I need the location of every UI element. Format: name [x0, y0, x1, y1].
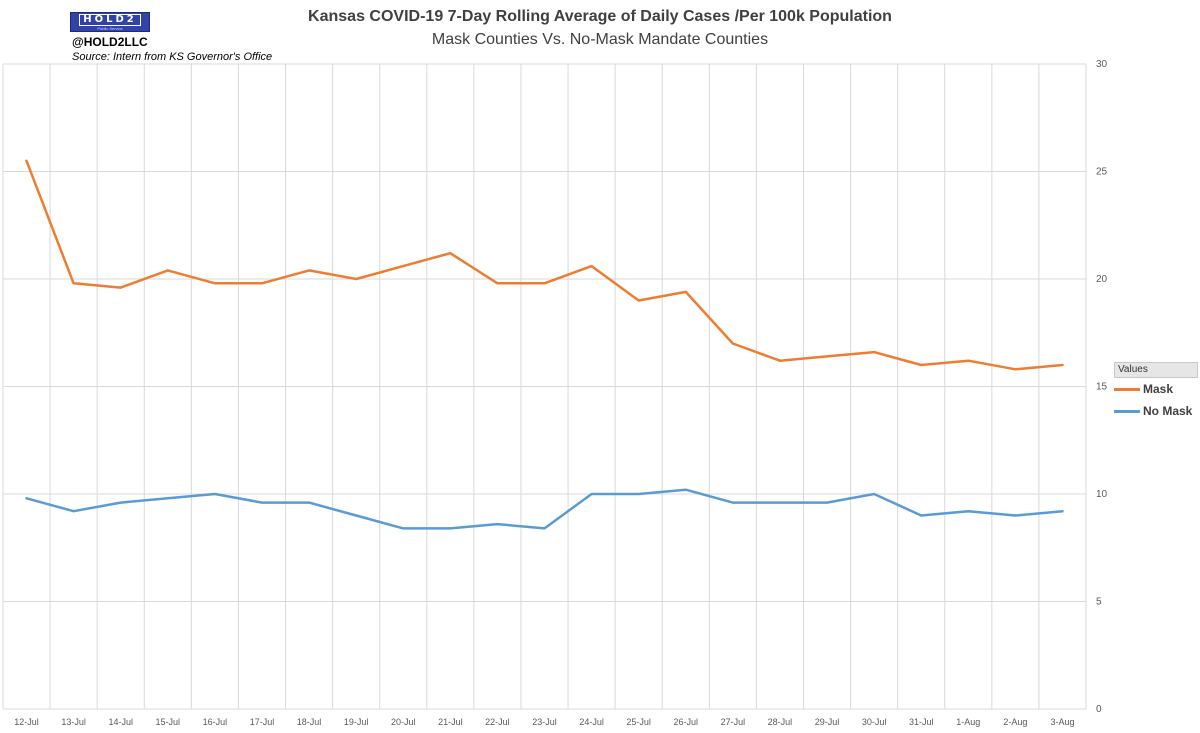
x-tick-label: 26-Jul — [674, 717, 699, 727]
legend-item-mask: Mask — [1114, 378, 1198, 400]
hold2-logo: HOLD2 Public Service — [70, 12, 150, 32]
x-tick-label: 31-Jul — [909, 717, 934, 727]
chart-title: Kansas COVID-19 7-Day Rolling Average of… — [308, 8, 892, 25]
author-handle: @HOLD2LLC — [72, 35, 148, 49]
x-tick-label: 14-Jul — [108, 717, 133, 727]
x-tick-label: 3-Aug — [1050, 717, 1074, 727]
x-tick-label: 2-Aug — [1003, 717, 1027, 727]
legend: Values Mask No Mask — [1114, 362, 1198, 422]
legend-item-no-mask: No Mask — [1114, 400, 1198, 422]
y-tick-label: 5 — [1096, 597, 1102, 608]
x-tick-label: 16-Jul — [203, 717, 228, 727]
x-tick-label: 1-Aug — [956, 717, 980, 727]
x-tick-label: 12-Jul — [14, 717, 39, 727]
y-tick-label: 30 — [1096, 59, 1108, 70]
legend-label: No Mask — [1143, 404, 1193, 418]
x-tick-label: 17-Jul — [250, 717, 275, 727]
y-tick-label: 0 — [1096, 704, 1102, 715]
x-tick-label: 29-Jul — [815, 717, 840, 727]
x-tick-label: 24-Jul — [579, 717, 604, 727]
legend-title: Values — [1114, 362, 1198, 378]
y-tick-label: 20 — [1096, 274, 1108, 285]
series-line-no-mask — [25, 488, 1064, 530]
x-tick-label: 25-Jul — [626, 717, 651, 727]
x-tick-label: 21-Jul — [438, 717, 463, 727]
x-tick-label: 22-Jul — [485, 717, 510, 727]
x-tick-label: 30-Jul — [862, 717, 887, 727]
x-tick-label: 15-Jul — [156, 717, 181, 727]
x-tick-label: 20-Jul — [391, 717, 416, 727]
legend-swatch — [1114, 409, 1140, 413]
series-line-mask — [25, 159, 1064, 371]
y-tick-label: 10 — [1096, 489, 1108, 500]
y-tick-label: 15 — [1096, 382, 1108, 393]
logo-subtext: Public Service — [97, 25, 123, 31]
y-tick-label: 25 — [1096, 167, 1108, 178]
x-tick-label: 28-Jul — [768, 717, 793, 727]
legend-swatch — [1114, 387, 1140, 391]
legend-label: Mask — [1143, 382, 1174, 396]
x-tick-label: 27-Jul — [721, 717, 746, 727]
x-tick-label: 19-Jul — [344, 717, 369, 727]
x-tick-label: 18-Jul — [297, 717, 322, 727]
x-tick-label: 23-Jul — [532, 717, 557, 727]
source-note: Source: Intern from KS Governor's Office — [72, 51, 273, 63]
logo-text: HOLD2 — [79, 13, 141, 26]
x-tick-label: 13-Jul — [61, 717, 86, 727]
chart-subtitle: Mask Counties Vs. No-Mask Mandate Counti… — [431, 31, 769, 48]
